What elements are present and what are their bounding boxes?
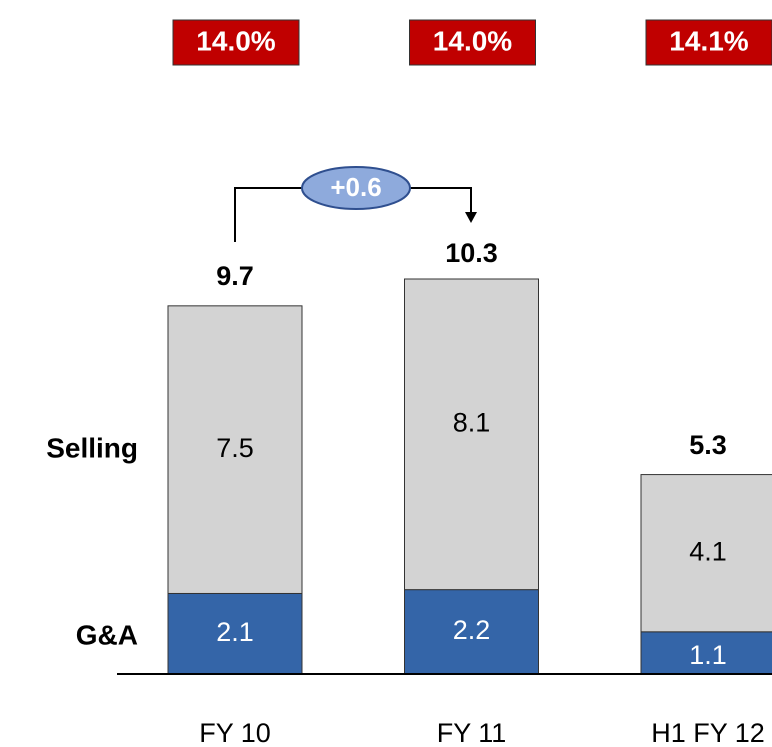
delta-label: +0.6 (330, 172, 381, 202)
series-label: G&A (76, 619, 138, 650)
ratio-box (645, 19, 772, 66)
segment-label: 2.1 (216, 617, 254, 647)
bar-segment (167, 305, 303, 594)
ratio-box (172, 19, 300, 66)
segment-label: 1.1 (689, 640, 727, 670)
ratio-label: 14.1% (669, 25, 748, 56)
delta-arrowhead (465, 212, 477, 223)
delta-bubble (301, 166, 411, 210)
ratio-label: 14.0% (433, 25, 512, 56)
segment-label: 8.1 (453, 407, 491, 437)
bar-segment (167, 592, 303, 675)
segment-label: 7.5 (216, 433, 254, 463)
bar-segment (640, 474, 772, 633)
series-label: Selling (46, 432, 138, 463)
total-label: 5.3 (689, 430, 727, 460)
segment-label: 4.1 (689, 536, 727, 566)
x-tick-label: H1 FY 12 (651, 718, 765, 747)
x-tick-label: FY 11 (437, 718, 507, 747)
segment-label: 2.2 (453, 615, 491, 645)
ratio-label: 14.0% (196, 25, 275, 56)
bar-segment (404, 278, 539, 591)
total-label: 9.7 (216, 261, 254, 291)
ratio-box (409, 19, 536, 66)
x-tick-label: FY 10 (199, 718, 271, 747)
total-label: 10.3 (445, 238, 498, 268)
bar-segment (404, 589, 539, 675)
